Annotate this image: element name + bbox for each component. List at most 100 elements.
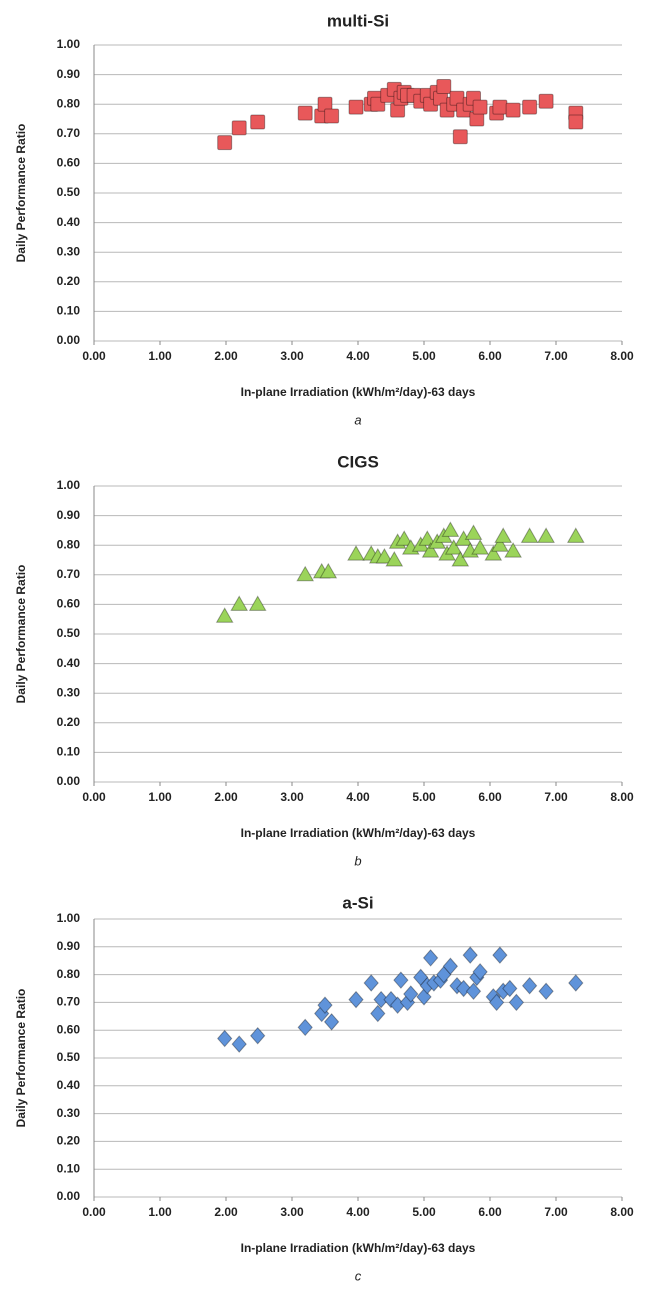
x-tick-label: 1.00 (148, 349, 172, 363)
data-point (451, 550, 470, 567)
data-point (464, 524, 483, 540)
data-point (418, 530, 437, 546)
y-tick-label: 0.30 (57, 685, 81, 699)
caption: c (355, 1268, 362, 1283)
data-point (373, 990, 389, 1009)
y-tick-label: 1.00 (57, 37, 81, 51)
y-tick-label: 0.70 (57, 126, 81, 140)
data-point (297, 105, 313, 121)
data-point (370, 1004, 386, 1023)
data-point (421, 542, 440, 558)
y-tick-label: 0.00 (57, 1189, 81, 1203)
data-point (422, 949, 439, 967)
chart-title: a-Si (342, 893, 373, 912)
data-point (508, 993, 525, 1012)
data-point (465, 982, 482, 1001)
x-tick-label: 2.00 (214, 790, 238, 804)
y-tick-label: 0.90 (57, 939, 81, 953)
data-point (472, 963, 488, 981)
data-point (231, 120, 247, 136)
y-axis-label: Daily Performance Ratio (14, 989, 28, 1128)
data-point (231, 1035, 247, 1053)
x-tick-label: 8.00 (610, 790, 634, 804)
x-tick-label: 0.00 (82, 790, 106, 804)
y-tick-label: 1.00 (57, 478, 81, 492)
data-point (444, 539, 463, 555)
y-tick-label: 0.10 (57, 745, 81, 759)
x-tick-label: 6.00 (478, 790, 502, 804)
data-point (324, 108, 340, 124)
data-point (393, 971, 409, 989)
data-point (348, 99, 364, 115)
x-tick-label: 4.00 (346, 790, 370, 804)
data-point (521, 976, 538, 995)
y-tick-label: 0.60 (57, 156, 81, 170)
y-tick-label: 0.40 (57, 1078, 81, 1092)
x-tick-label: 0.00 (82, 349, 106, 363)
data-point (491, 536, 509, 552)
data-point (566, 527, 585, 543)
y-tick-label: 0.20 (57, 1134, 81, 1148)
data-point (472, 99, 488, 115)
y-tick-label: 0.50 (57, 1050, 81, 1064)
data-point (348, 990, 364, 1009)
x-tick-label: 8.00 (610, 1205, 634, 1219)
data-point (568, 114, 584, 130)
data-point (217, 1029, 233, 1048)
y-tick-label: 0.80 (57, 537, 81, 551)
data-point (248, 595, 267, 611)
data-point (520, 527, 539, 543)
data-point (250, 114, 266, 130)
y-tick-label: 0.60 (57, 1022, 81, 1036)
y-tick-label: 0.40 (57, 656, 81, 670)
data-point (484, 545, 503, 561)
y-tick-label: 0.70 (57, 567, 81, 581)
y-tick-label: 0.90 (57, 67, 81, 81)
data-point (492, 99, 508, 115)
x-tick-label: 0.00 (82, 1205, 106, 1219)
data-point (347, 545, 365, 561)
data-point (395, 530, 414, 546)
y-tick-label: 0.40 (57, 215, 81, 229)
data-point (504, 542, 522, 558)
data-point (250, 1027, 266, 1045)
y-tick-label: 0.10 (57, 1161, 81, 1175)
y-tick-label: 0.50 (57, 185, 81, 199)
data-point (455, 979, 472, 998)
data-point (441, 521, 460, 537)
data-point (323, 1013, 340, 1031)
y-tick-label: 0.60 (57, 597, 81, 611)
data-point (505, 102, 521, 118)
data-point (319, 562, 338, 579)
data-point (494, 527, 513, 543)
y-tick-label: 0.00 (57, 333, 81, 347)
y-tick-label: 0.80 (57, 96, 81, 110)
data-point (296, 565, 315, 582)
x-tick-label: 2.00 (214, 1205, 238, 1219)
x-tick-label: 5.00 (412, 790, 436, 804)
x-tick-label: 6.00 (478, 349, 502, 363)
x-tick-label: 1.00 (148, 1205, 172, 1219)
y-tick-label: 0.00 (57, 774, 81, 788)
data-point (297, 1018, 313, 1037)
y-tick-label: 0.30 (57, 244, 81, 258)
x-tick-label: 4.00 (346, 349, 370, 363)
data-point (442, 957, 459, 976)
chart-title: CIGS (337, 452, 379, 471)
data-point (538, 982, 554, 1001)
x-tick-label: 7.00 (544, 349, 568, 363)
data-point (436, 78, 452, 94)
x-tick-label: 1.00 (148, 790, 172, 804)
y-axis-label: Daily Performance Ratio (14, 565, 28, 704)
y-tick-label: 0.30 (57, 1106, 81, 1120)
caption: a (354, 412, 361, 427)
x-tick-label: 5.00 (412, 1205, 436, 1219)
data-point (452, 129, 468, 145)
y-tick-label: 0.50 (57, 626, 81, 640)
chart-title: multi-Si (327, 11, 389, 30)
y-tick-label: 0.20 (57, 715, 81, 729)
x-tick-label: 7.00 (544, 790, 568, 804)
data-point (522, 99, 538, 115)
data-point (502, 979, 518, 998)
